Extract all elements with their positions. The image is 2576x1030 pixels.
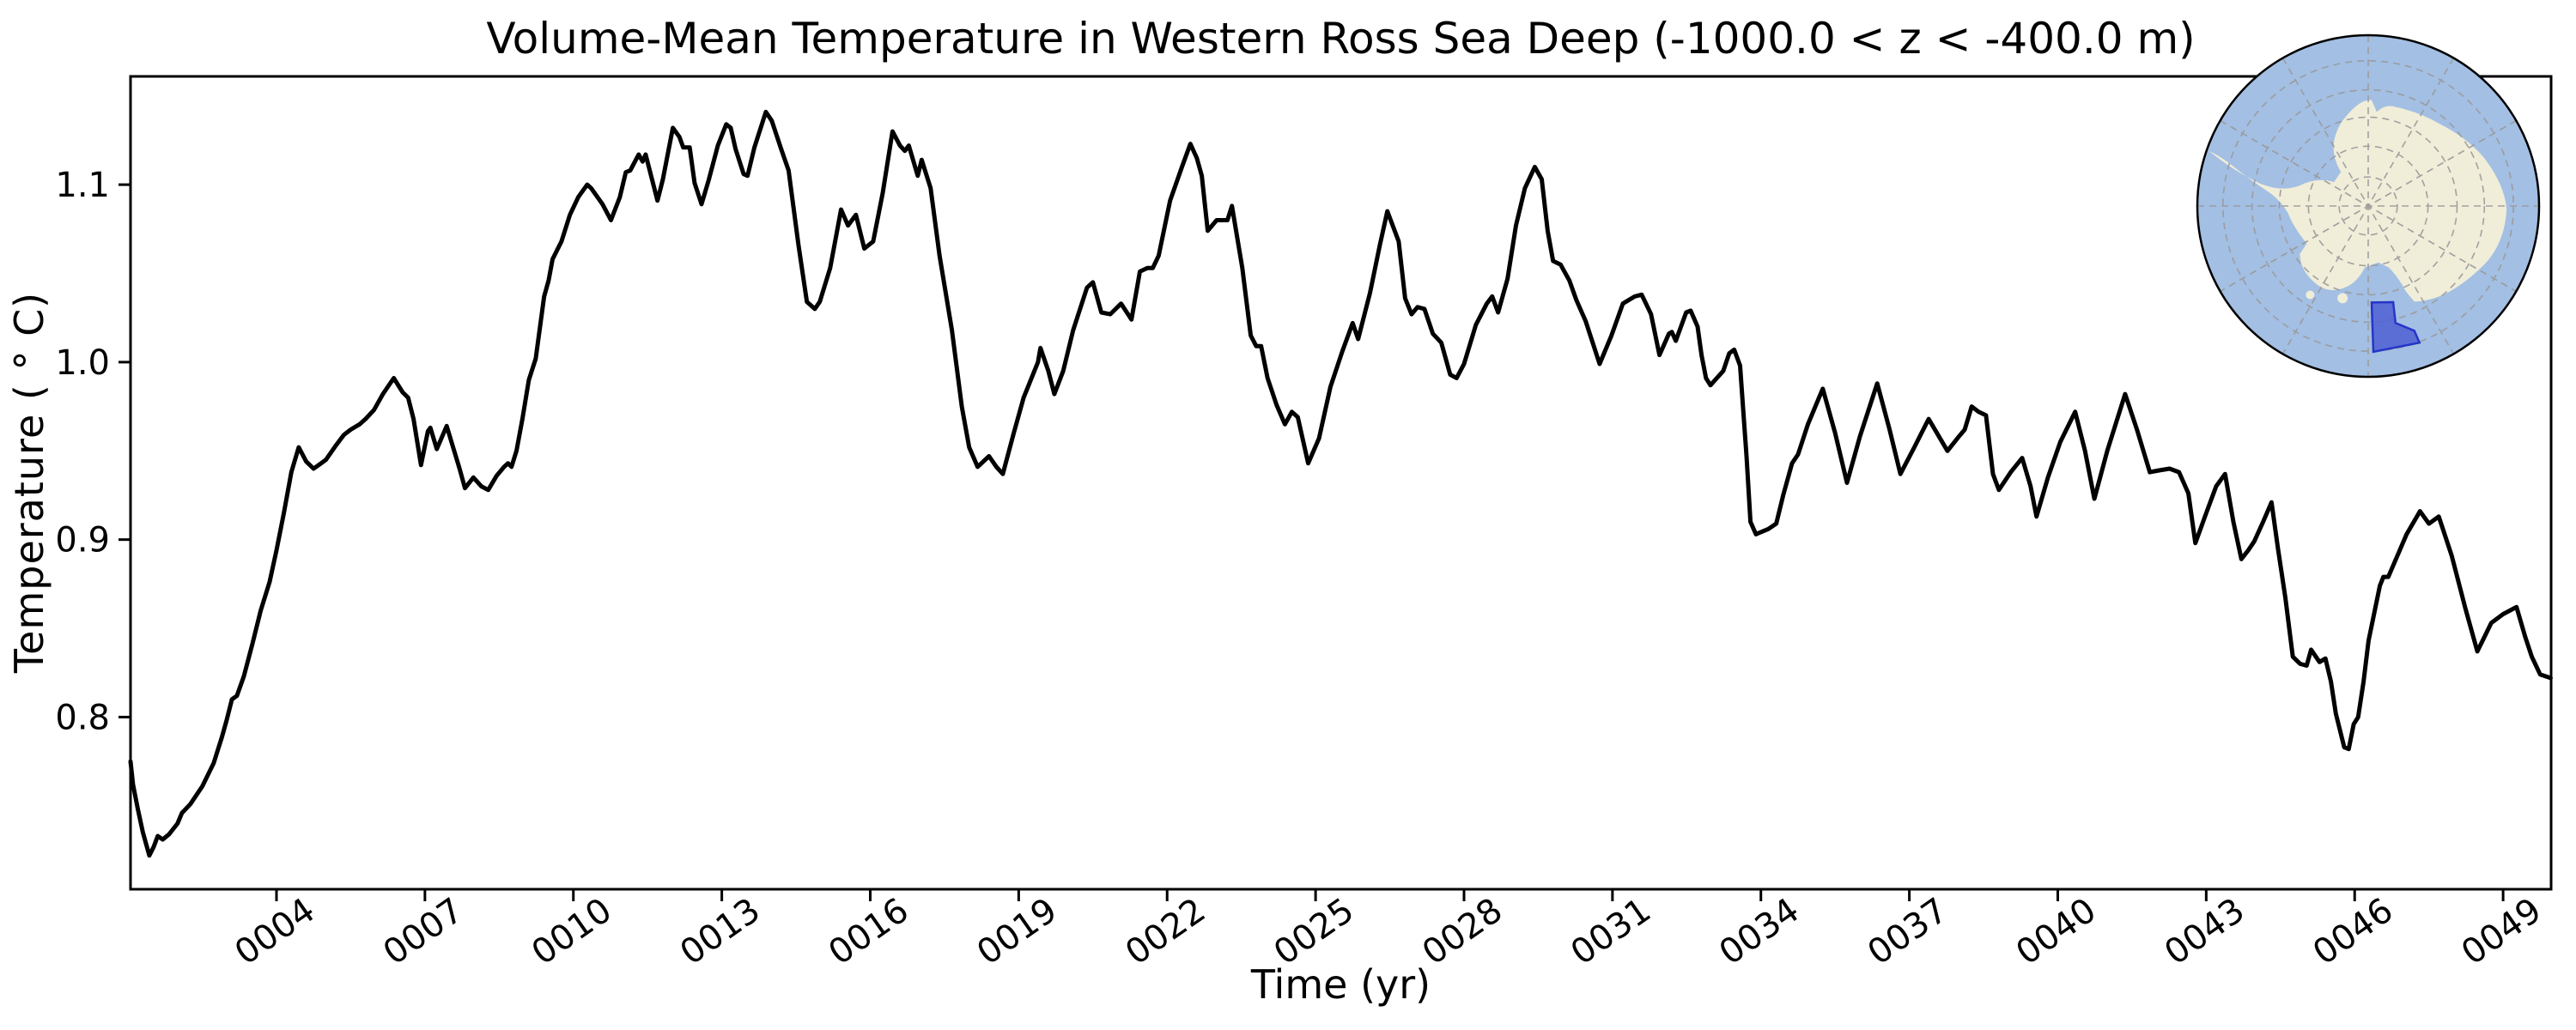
x-axis-label: Time (yr)	[1250, 961, 1431, 1008]
y-tick-label: 1.1	[55, 166, 110, 205]
chart-title: Volume-Mean Temperature in Western Ross …	[486, 14, 2196, 64]
plot-border	[129, 75, 2553, 891]
inset-island	[2312, 185, 2332, 197]
inset-graticule	[2197, 35, 2539, 377]
graticule-parallel	[2278, 116, 2458, 296]
inset-island	[2306, 290, 2315, 300]
graticule-parallel	[2338, 176, 2398, 236]
x-axis-ticks: 0004 0007 0010 0013 0016 0019 0022 0025 0028 0031…	[228, 889, 2549, 973]
y-tick-label: 1.0	[55, 343, 110, 383]
y-axis-ticks: 0.8 0.9 1.0 1.1	[55, 166, 131, 737]
y-tick-label: 0.8	[55, 698, 110, 737]
inset-island	[2337, 293, 2348, 304]
graticule-meridian	[2220, 119, 2517, 293]
temperature-line	[128, 109, 2553, 858]
inset-globe-rim	[2196, 33, 2541, 379]
y-axis-label: Temperature ( ° C)	[6, 291, 52, 674]
inset-region-highlight	[2370, 300, 2421, 354]
y-tick-label: 0.9	[55, 521, 110, 560]
antarctica-globe-inset	[2196, 33, 2541, 379]
